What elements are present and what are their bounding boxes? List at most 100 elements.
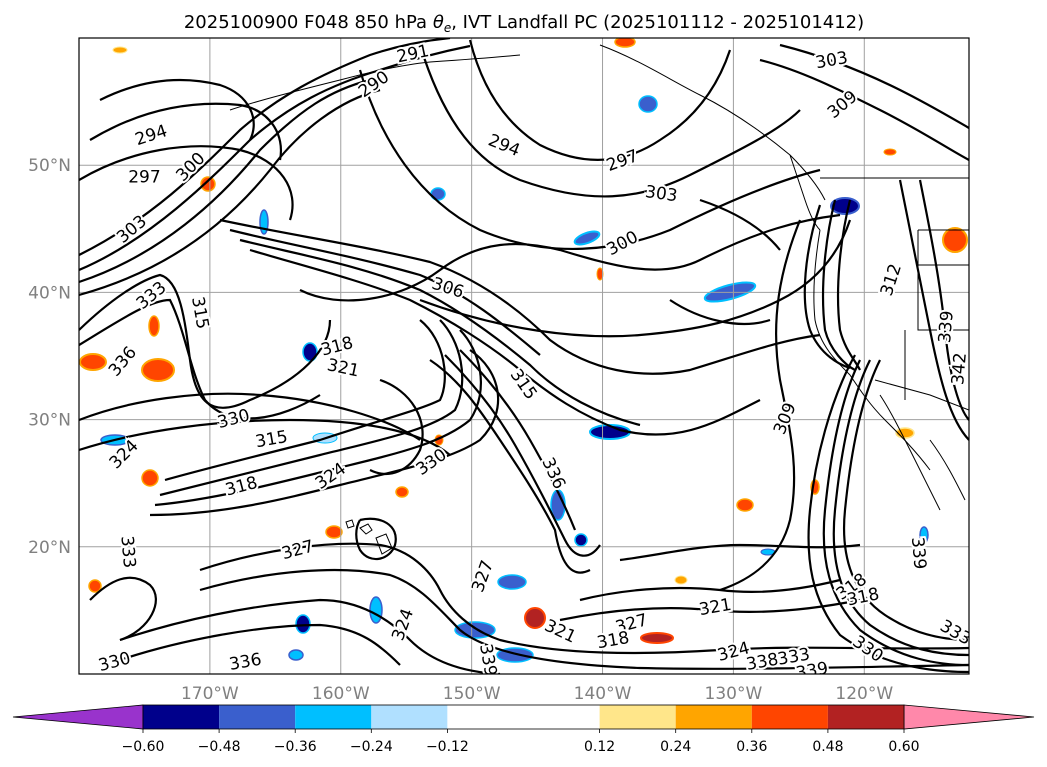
neg-anomaly (638, 95, 658, 113)
contour-line (444, 354, 601, 557)
contour-line (79, 78, 371, 284)
neg-anomaly (369, 596, 383, 624)
coastline-alaska (229, 54, 521, 111)
colorbar-extend-max (903, 704, 1035, 730)
chart-title-theta: θ (433, 12, 444, 33)
colorbar-tick-label: −0.60 (122, 739, 165, 755)
colorbar-bin (675, 705, 752, 729)
lon-labels: 170°W 160°W 150°W 140°W 130°W 120°W (181, 684, 893, 704)
contour-line (79, 418, 451, 456)
contour-line (822, 359, 969, 667)
contour-line (429, 359, 591, 574)
contour-line (89, 576, 157, 642)
colorbar-bin (219, 705, 296, 729)
contour-line (119, 623, 401, 666)
state-borders (904, 229, 969, 400)
colorbar-tick-label: 0.60 (888, 739, 919, 755)
colorbar-tick-label: −0.24 (350, 739, 393, 755)
contour-line (79, 38, 451, 256)
contour-line (619, 543, 861, 562)
colorbar-bin (827, 705, 904, 729)
pos-anomaly (88, 579, 102, 593)
chart-title: 2025100900 F048 850 hPa θe, IVT Landfall… (184, 12, 864, 35)
contour-line (821, 199, 856, 371)
contour-label: 339 (794, 659, 829, 684)
contour-line (99, 78, 255, 141)
chart-title-suffix: , IVT Landfall PC (2025101112 - 20251014… (451, 12, 864, 33)
contour-line (154, 329, 482, 507)
colorbar-tick-label: −0.36 (274, 739, 317, 755)
contour-line (836, 199, 861, 371)
colorbar-bin (447, 705, 600, 729)
pos-anomaly (148, 315, 160, 337)
contour-line (843, 359, 969, 642)
colorbar-bin (143, 705, 220, 729)
pos-anomaly (79, 353, 107, 371)
lon-tick-label: 160°W (312, 684, 370, 704)
contour-line (699, 198, 781, 251)
pos-anomaly (736, 498, 754, 512)
contour-line (159, 319, 464, 497)
hawaii-islands (345, 519, 393, 555)
pos-anomaly (141, 469, 159, 487)
contour-line (719, 219, 802, 592)
contour-line (803, 204, 851, 370)
chart-title-prefix: 2025100900 F048 850 hPa (184, 12, 433, 33)
lon-tick-label: 150°W (443, 684, 501, 704)
coastline-baja (879, 394, 941, 511)
contour-line (759, 58, 969, 161)
pos-anomaly (395, 486, 409, 498)
map-frame (78, 37, 970, 675)
contour-line (369, 378, 424, 475)
contour-line (669, 299, 771, 326)
pos-anomaly (524, 607, 546, 629)
pos-anomaly (883, 148, 897, 156)
lon-tick-label: 120°W (835, 684, 893, 704)
pos-anomaly (200, 176, 216, 192)
contour-label: 336 (228, 650, 263, 675)
contour-line (79, 44, 471, 272)
contour-line (459, 349, 577, 531)
border-us-mexico (874, 379, 969, 411)
coastline-west-us (813, 229, 931, 471)
contour-line (918, 179, 969, 421)
contour-label: 297 (128, 168, 160, 188)
contour-line (199, 568, 969, 670)
contour-line (199, 542, 969, 655)
pos-anomaly (112, 46, 128, 54)
contour-line (419, 219, 852, 338)
colorbar-outline (142, 704, 905, 730)
colorbar-extend-min (12, 704, 144, 730)
contour-line (239, 238, 641, 427)
lat-tick-label: 40°N (28, 283, 71, 303)
contour-line (355, 517, 397, 561)
colorbar: −0.60 −0.48 −0.36 −0.24 −0.12 0.12 0.24 0.36 0.4… (12, 704, 1035, 755)
lon-tick-label: 170°W (181, 684, 239, 704)
contour-line (418, 44, 801, 198)
contour-line (559, 598, 861, 622)
pos-anomaly (640, 632, 674, 644)
contour-line (79, 392, 421, 441)
contour-line (89, 102, 283, 161)
contour-line (249, 248, 761, 436)
contour-label: 333 (116, 535, 139, 569)
contour-label: 315 (254, 427, 289, 452)
contour-line (219, 218, 821, 375)
contour-line (579, 578, 841, 602)
colorbar-tick-label: −0.12 (426, 739, 469, 755)
contour-line (229, 228, 541, 356)
lat-tick-label: 20°N (28, 538, 71, 558)
chart-title-sub: e (444, 21, 451, 35)
pos-anomaly (141, 358, 175, 382)
theta-e-contours (79, 38, 969, 674)
contour-line (164, 319, 446, 482)
colorbar-bin (295, 705, 372, 729)
gridlines (79, 38, 969, 674)
colorbar-tick-label: 0.12 (584, 739, 615, 755)
colorbar-bin (751, 705, 828, 729)
contour-label: 339 (935, 310, 958, 344)
neg-anomaly (574, 533, 588, 547)
lat-tick-label: 50°N (28, 156, 71, 176)
contour-label: 342 (948, 352, 971, 386)
